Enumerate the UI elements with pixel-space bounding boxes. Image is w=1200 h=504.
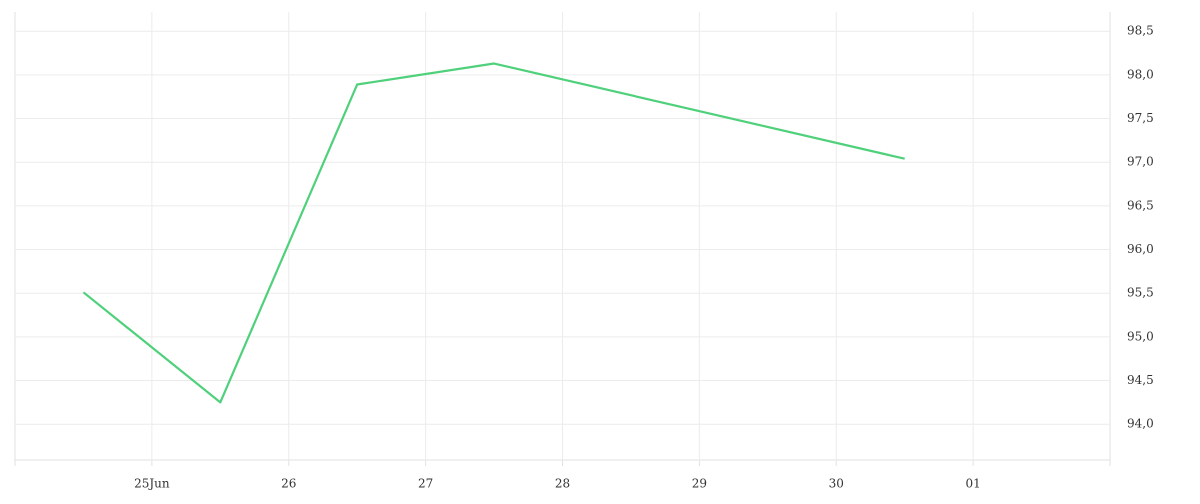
y-tick-label: 95,5	[1127, 286, 1154, 300]
y-tick-label: 96,5	[1127, 198, 1154, 212]
x-tick-label: 25Jun	[134, 477, 170, 491]
y-tick-label: 97,0	[1127, 155, 1154, 169]
y-tick-label: 96,0	[1127, 242, 1154, 256]
y-tick-label: 94,5	[1127, 373, 1154, 387]
y-tick-label: 94,0	[1127, 417, 1154, 431]
y-tick-label: 98,5	[1127, 24, 1154, 38]
x-tick-label: 28	[555, 477, 570, 491]
y-tick-label: 95,0	[1127, 329, 1154, 343]
y-tick-label: 98,0	[1127, 67, 1154, 81]
x-tick-label: 01	[965, 477, 980, 491]
line-series	[82, 62, 905, 404]
x-tick-label: 26	[281, 477, 296, 491]
y-tick-label: 97,5	[1127, 111, 1154, 125]
x-tick-label: 30	[829, 477, 844, 491]
x-tick-label: 27	[418, 477, 433, 491]
x-tick-label: 29	[692, 477, 707, 491]
